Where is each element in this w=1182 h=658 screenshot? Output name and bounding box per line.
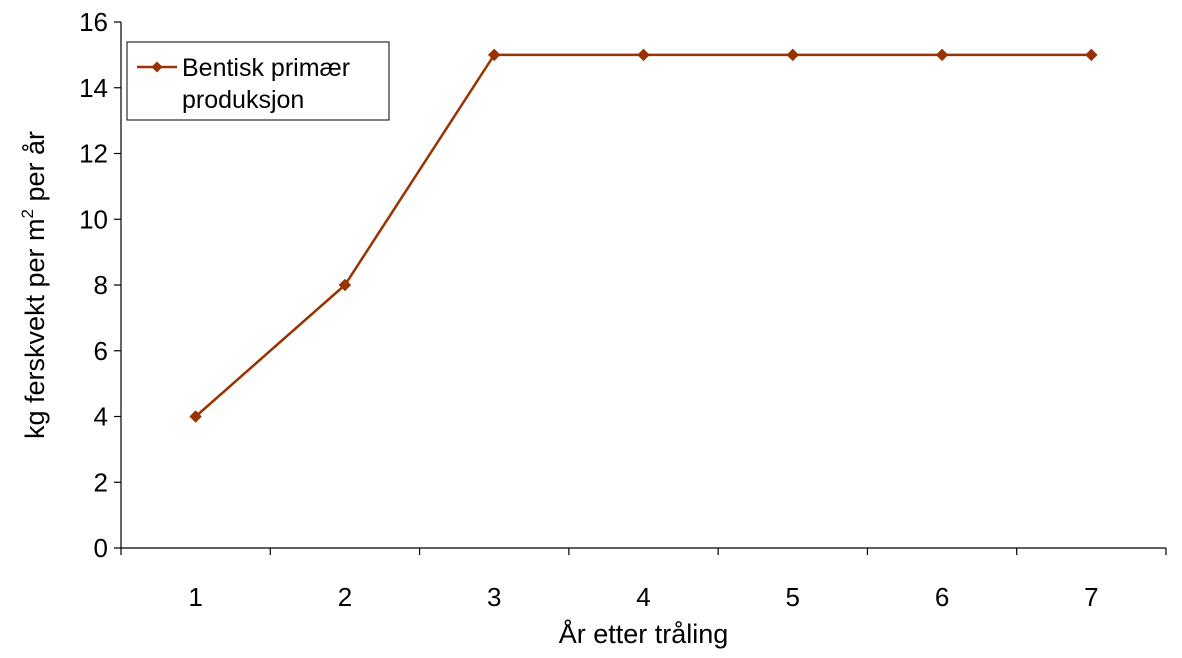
y-tick-label: 6 [94, 336, 108, 366]
y-tick-label: 14 [79, 73, 108, 103]
data-point [189, 410, 202, 423]
data-point [935, 48, 949, 62]
x-tick-label: 5 [786, 582, 800, 612]
legend-label-line-1: Bentisk primær [182, 54, 350, 82]
y-axis-title: kg ferskvekt per m2 per år [18, 131, 50, 439]
x-tick-label: 2 [338, 582, 352, 612]
y-axis-title-main: kg ferskvekt per m [20, 218, 50, 439]
x-tick-label: 7 [1084, 582, 1098, 612]
data-point [1085, 48, 1098, 62]
series-layer [189, 48, 1098, 423]
y-tick-label: 10 [79, 204, 108, 234]
y-tick-label: 2 [94, 467, 108, 497]
legend-label-line-2: produksjon [182, 86, 304, 114]
x-axis-title: År etter tråling [559, 618, 729, 649]
y-axis-title-superscript: 2 [18, 209, 37, 218]
x-tick-label: 6 [935, 582, 949, 612]
x-tick-label: 3 [487, 582, 501, 612]
legend: Bentisk primær produksjon [126, 41, 390, 121]
y-axis-title-tail: per år [20, 131, 50, 209]
x-ticks: 1 2 3 4 5 6 7 [120, 548, 1167, 612]
legend-box [126, 41, 390, 121]
y-tick-label: 12 [79, 139, 108, 169]
data-point [488, 48, 501, 62]
data-point [786, 48, 799, 62]
data-point [637, 48, 650, 62]
y-tick-label: 4 [94, 402, 108, 432]
data-point [338, 278, 352, 292]
y-ticks: 0 2 4 6 8 10 12 14 16 [79, 7, 121, 563]
y-tick-label: 8 [94, 270, 108, 300]
x-tick-label: 4 [636, 582, 650, 612]
x-tick-label: 1 [188, 582, 202, 612]
legend-marker-icon [151, 61, 163, 73]
y-tick-label: 0 [94, 533, 108, 563]
y-tick-label: 16 [79, 7, 108, 37]
